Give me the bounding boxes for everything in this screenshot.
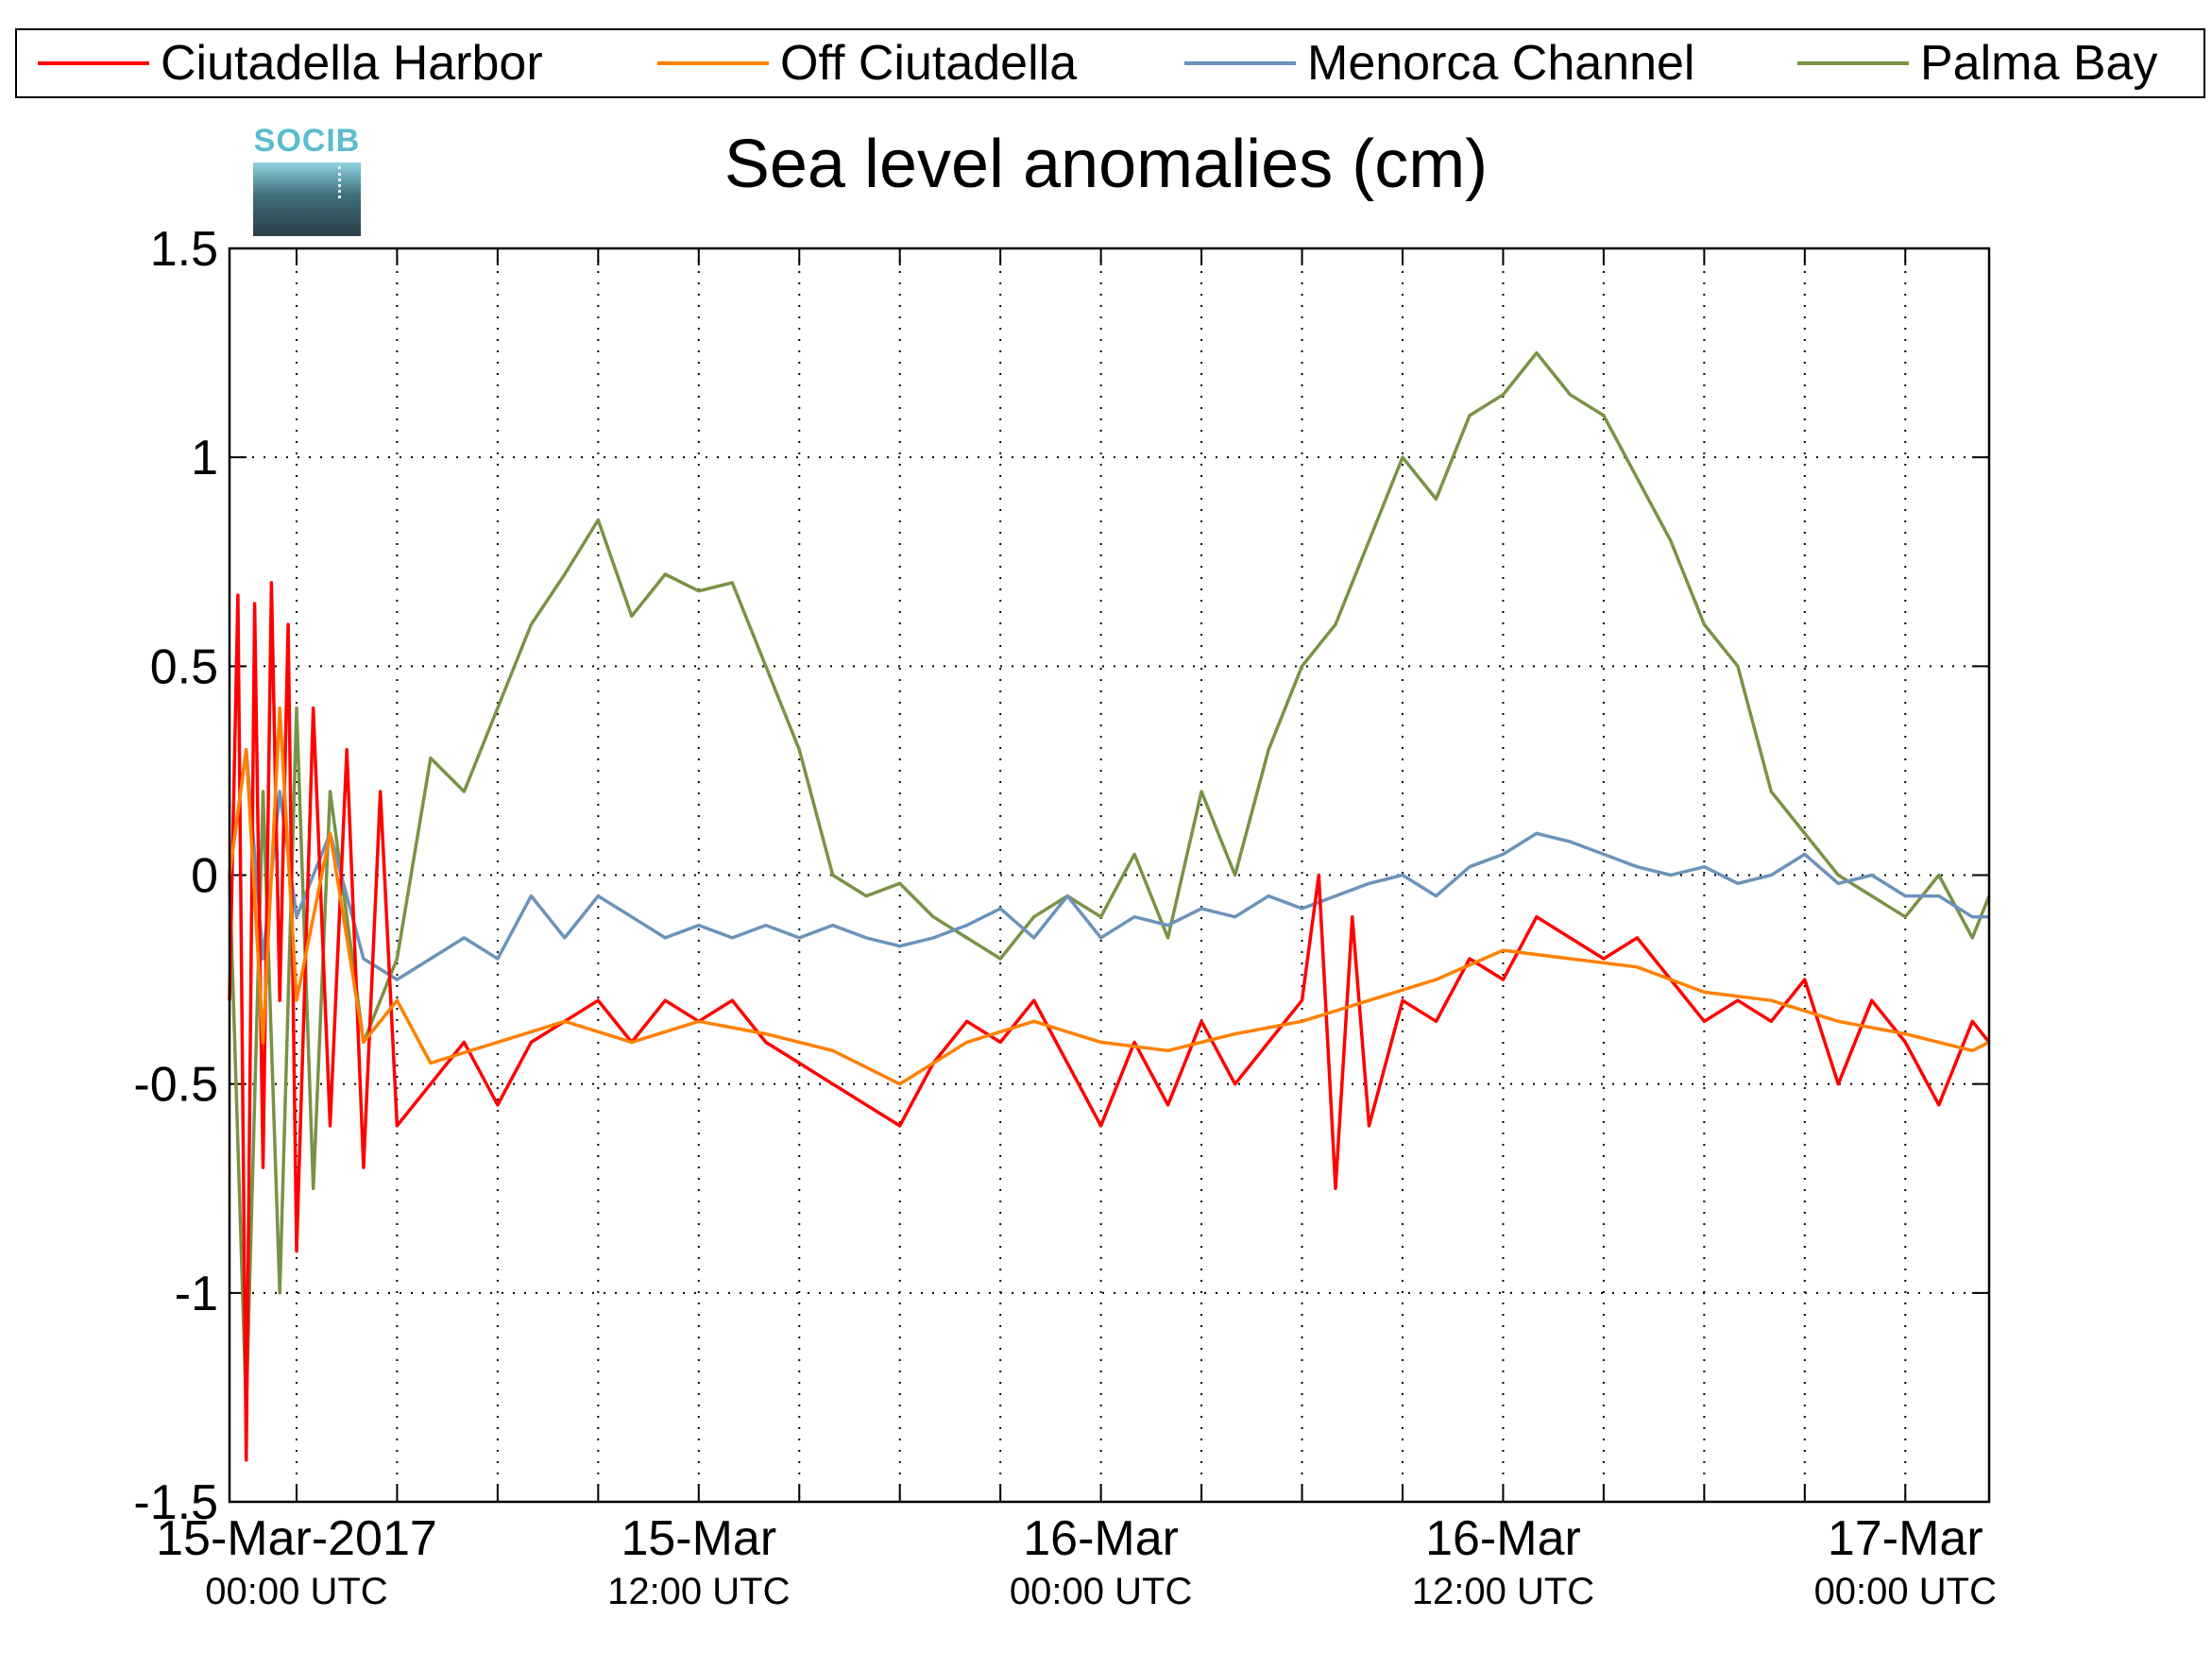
legend-swatch-ciutadella-harbor — [38, 61, 149, 65]
x-tick-label: 16-Mar — [1425, 1511, 1581, 1566]
x-tick-label: 15-Mar — [621, 1511, 776, 1566]
x-tick-sublabel: 12:00 UTC — [607, 1571, 790, 1612]
x-tick-sublabel: 00:00 UTC — [1814, 1571, 1997, 1612]
series-line-ciutadella-harbor — [228, 581, 1991, 1462]
legend-item-ciutadella-harbor: Ciutadella Harbor — [38, 30, 543, 96]
logo-text: SOCIB — [253, 123, 361, 159]
legend-swatch-menorca-channel — [1184, 61, 1296, 65]
legend-swatch-off-ciutadella — [657, 61, 769, 65]
series-line-menorca-channel — [228, 748, 1989, 981]
legend-item-palma-bay: Palma Bay — [1797, 30, 2157, 96]
y-tick-label: 0.5 — [150, 639, 218, 694]
x-tick-label: 17-Mar — [1828, 1511, 1983, 1566]
chart-legend: Ciutadella Harbor Off Ciutadella Menorca… — [15, 28, 2205, 98]
logo-mark — [338, 166, 344, 198]
y-tick-label: -1.5 — [133, 1475, 218, 1530]
legend-swatch-palma-bay — [1797, 61, 1909, 65]
plot-frame — [228, 247, 1991, 1504]
y-tick-label: 0 — [191, 849, 218, 904]
legend-label: Menorca Channel — [1307, 36, 1695, 91]
plot-background — [230, 248, 1989, 1502]
series-line-off-ciutadella — [228, 706, 1990, 1086]
x-tick-sublabel: 00:00 UTC — [1010, 1571, 1192, 1612]
legend-label: Off Ciutadella — [780, 36, 1078, 91]
y-tick-label: -1 — [175, 1267, 218, 1321]
legend-item-off-ciutadella: Off Ciutadella — [657, 30, 1077, 96]
x-tick-sublabel: 12:00 UTC — [1412, 1571, 1594, 1612]
socib-logo: SOCIB — [249, 119, 365, 238]
logo-wave-graphic — [253, 162, 361, 236]
chart-title: Sea level anomalies (cm) — [723, 127, 1489, 202]
legend-item-menorca-channel: Menorca Channel — [1184, 30, 1694, 96]
legend-label: Ciutadella Harbor — [161, 36, 543, 91]
y-tick-label: 1.5 — [150, 222, 218, 277]
x-tick-sublabel: 00:00 UTC — [205, 1571, 387, 1612]
y-tick-label: -0.5 — [133, 1058, 218, 1113]
y-tick-label: 1 — [191, 431, 218, 485]
x-tick-label: 16-Mar — [1023, 1511, 1179, 1566]
legend-label: Palma Bay — [1920, 36, 2158, 91]
x-tick-label: 15-Mar-2017 — [156, 1511, 437, 1566]
